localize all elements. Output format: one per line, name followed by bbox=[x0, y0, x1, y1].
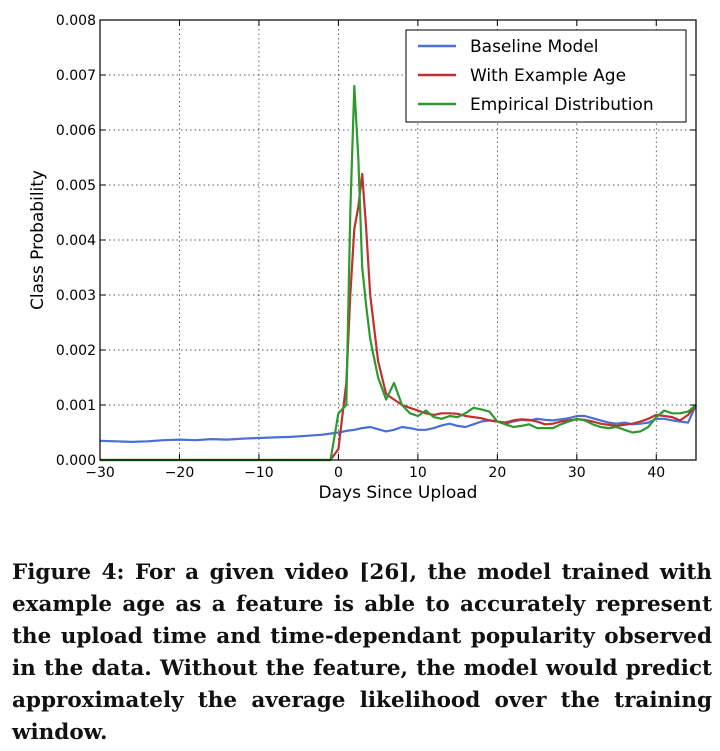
y-tick-label: 0.000 bbox=[56, 453, 96, 469]
x-tick-label: 40 bbox=[647, 465, 665, 481]
series-line-2 bbox=[100, 174, 696, 460]
x-tick-label: 0 bbox=[334, 465, 343, 481]
y-tick-label: 0.003 bbox=[56, 288, 96, 304]
chart-svg: −30 −20 −10 0 10 20 30 400.0000.0010.0020.0030.… bbox=[0, 0, 720, 520]
x-tick-label: −10 bbox=[244, 465, 274, 481]
y-axis-label: Class Probability bbox=[28, 170, 48, 310]
y-tick-label: 0.005 bbox=[56, 178, 96, 194]
y-tick-label: 0.008 bbox=[56, 13, 96, 29]
y-tick-label: 0.004 bbox=[56, 233, 96, 249]
line-chart: −30 −20 −10 0 10 20 30 40 0.000 0.001 0.002 0.003 0.… bbox=[0, 0, 720, 520]
x-tick-label: 10 bbox=[409, 465, 427, 481]
x-tick-label: 20 bbox=[488, 465, 506, 481]
x-tick-label: 30 bbox=[568, 465, 586, 481]
figure-caption: Figure 4: For a given video [26], the mo… bbox=[12, 557, 712, 749]
y-tick-label: 0.001 bbox=[56, 398, 96, 414]
y-tick-label: 0.006 bbox=[56, 123, 96, 139]
legend-label: Baseline Model bbox=[470, 37, 599, 57]
legend-label: With Example Age bbox=[470, 66, 626, 86]
legend-label: Empirical Distribution bbox=[470, 95, 654, 115]
legend: Baseline Model With Example Age Empirical … bbox=[406, 30, 686, 122]
y-tick-label: 0.002 bbox=[56, 343, 96, 359]
series-line-3 bbox=[100, 86, 696, 460]
series-lines bbox=[100, 86, 696, 460]
x-axis-label: Days Since Upload bbox=[319, 483, 478, 503]
y-tick-label: 0.007 bbox=[56, 68, 96, 84]
x-tick-label: −20 bbox=[165, 465, 195, 481]
